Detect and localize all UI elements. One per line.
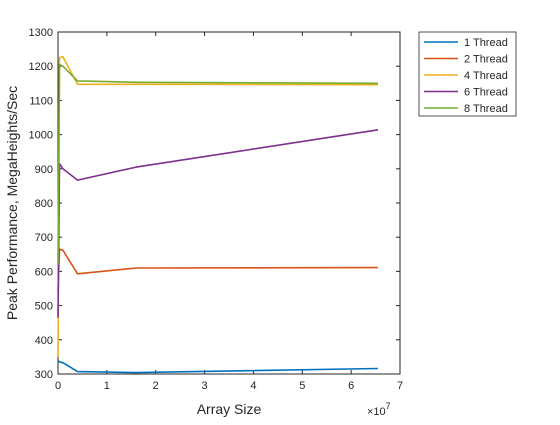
x-tick-label: 7 [397,380,403,392]
x-tick-label: 2 [153,380,159,392]
series-line-5 [57,63,379,265]
x-exponent-label: ×107 [367,401,391,418]
x-axis-ticks: 0 1 2 3 4 5 6 7 [55,32,403,392]
y-tick-label: 300 [35,369,53,381]
x-tick-label: 4 [250,380,256,392]
legend-item: 2 Thread [424,54,508,66]
y-tick-label: 400 [35,335,53,347]
x-tick-label: 0 [55,380,61,392]
legend-label: 1 Thread [464,37,508,49]
y-tick-label: 500 [35,301,53,313]
legend-item: 6 Thread [424,87,508,99]
series-lines [57,55,379,374]
y-tick-label: 1100 [29,95,53,107]
series-line-1 [57,359,379,374]
y-tick-label: 1200 [29,61,53,73]
plot-area [57,31,401,375]
x-tick-label: 6 [348,380,354,392]
y-axis-title: Peak Performance, MegaHeights/Sec [4,86,20,320]
x-tick-label: 3 [202,380,208,392]
y-axis-ticks: 300 400 500 600 700 800 900 1000 1100 1200 1300 [29,27,400,381]
y-tick-label: 900 [35,164,53,176]
legend-label: 4 Thread [464,70,508,82]
y-tick-label: 700 [35,232,53,244]
legend-label: 8 Thread [464,103,508,115]
legend-item: 1 Thread [424,37,508,49]
legend-item: 8 Thread [424,103,508,115]
x-tick-label: 5 [299,380,305,392]
y-tick-label: 1000 [29,130,53,142]
x-axis-title: Array Size [197,401,262,417]
legend-label: 6 Thread [464,87,508,99]
legend-box [418,31,517,117]
legend: 1 Thread 2 Thread 4 Thread 6 Thread 8 Thread [418,31,517,117]
x-tick-label: 1 [104,380,110,392]
y-tick-label: 600 [35,266,53,278]
y-tick-label: 1300 [29,27,53,39]
legend-label: 2 Thread [464,54,508,66]
legend-item: 4 Thread [424,70,508,82]
y-tick-label: 800 [35,198,53,210]
